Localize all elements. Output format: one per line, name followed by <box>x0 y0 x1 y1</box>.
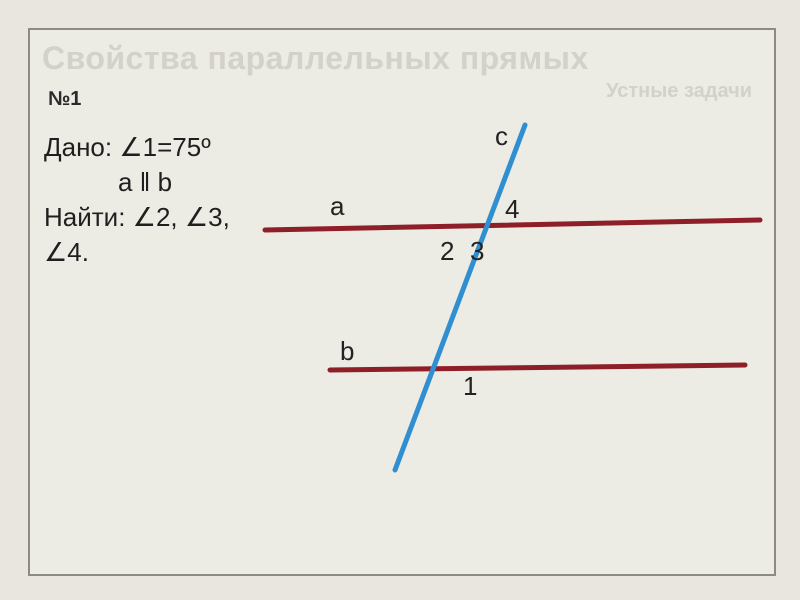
line-c <box>395 125 525 470</box>
label-4: 4 <box>505 194 519 224</box>
slide: Свойства параллельных прямых Устные зада… <box>0 0 800 600</box>
line-b <box>330 365 745 370</box>
label-b: b <box>340 336 354 366</box>
slide-frame: Свойства параллельных прямых Устные зада… <box>28 28 776 576</box>
label-2: 2 <box>440 236 454 266</box>
label-3: 3 <box>470 236 484 266</box>
label-1: 1 <box>463 371 477 401</box>
label-c: c <box>495 121 508 151</box>
label-a: a <box>330 191 345 221</box>
diagram-svg: a b c 1 2 3 4 <box>30 30 774 574</box>
